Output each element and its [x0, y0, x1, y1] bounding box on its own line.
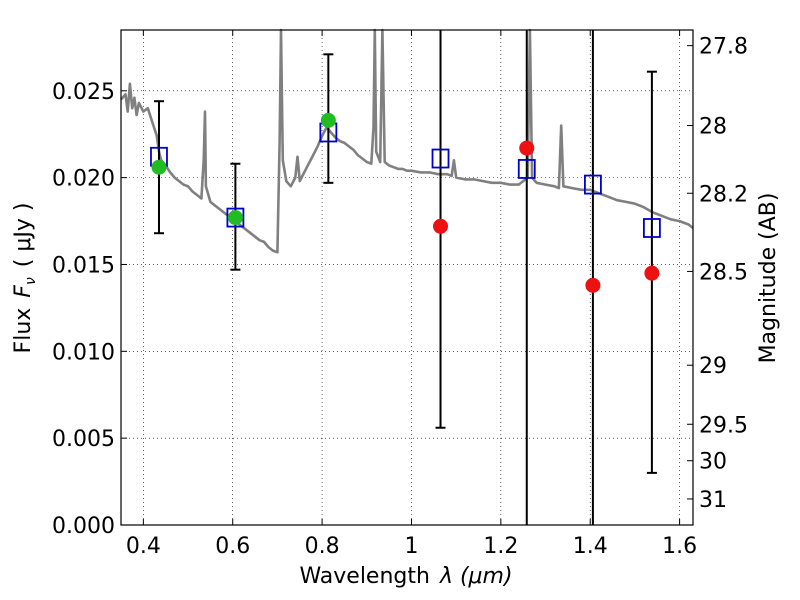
- spectrum-layer: [120, 28, 694, 254]
- detection-point: [227, 210, 243, 226]
- x-tick-label: 0.4: [126, 534, 161, 559]
- y-tick-label: 0.005: [52, 427, 115, 452]
- model-square-point: [431, 148, 450, 169]
- x-tick-label: 0.8: [305, 534, 340, 559]
- model-square-point: [226, 207, 245, 228]
- detection-point: [320, 112, 336, 128]
- y-tick-label: 0.015: [52, 253, 115, 278]
- y2-tick-label: 31: [699, 488, 727, 513]
- y-axis-title-symbol: F: [11, 285, 36, 298]
- grid-lines: [121, 30, 693, 526]
- y-tick-label: 0.025: [52, 80, 115, 105]
- plot-frame: [120, 29, 694, 526]
- y2-tick-label: 30: [699, 450, 727, 475]
- x-tick-label: 1.6: [662, 534, 697, 559]
- y2-axis-title: Magnitude (AB): [756, 193, 781, 364]
- non-detection-point: [519, 140, 535, 156]
- y-tick-label: 0.010: [52, 340, 115, 365]
- non-detection-point: [644, 265, 660, 281]
- y2-tick-label: 29: [699, 354, 727, 379]
- y-axis-title-unit: ( μJy ): [11, 203, 36, 268]
- error-bars: [153, 30, 657, 525]
- spectrum-line: [120, 28, 694, 254]
- y-axis-title: Flux Fν ( μJy ): [11, 203, 39, 354]
- y-tick-label: 0.000: [52, 514, 115, 539]
- x-axis-title: Wavelength λ (μm): [299, 564, 512, 589]
- x-tick-label: 1.2: [483, 534, 518, 559]
- x-axis-title-main: Wavelength: [299, 564, 430, 589]
- model-square-point: [584, 174, 602, 195]
- y2-tick-label: 29.5: [699, 413, 748, 438]
- detection-point: [151, 159, 167, 175]
- model-square-point: [642, 218, 661, 238]
- non-detection-point: [433, 218, 449, 234]
- y2-tick-label: 28: [699, 115, 727, 140]
- y2-tick-label: 27.8: [699, 35, 748, 60]
- y2-tick-label: 28.5: [699, 260, 748, 285]
- y-axis-title-subscript: ν: [23, 277, 39, 285]
- data-markers: [150, 112, 661, 293]
- y-tick-label: 0.020: [52, 167, 115, 192]
- x-tick-label: 1: [404, 534, 418, 559]
- x-tick-label: 1.4: [573, 534, 608, 559]
- y-axis-title-main: Flux: [11, 308, 36, 354]
- non-detection-point: [585, 277, 601, 293]
- x-tick-label: 0.6: [215, 534, 250, 559]
- x-axis-title-symbol: λ (μm): [439, 564, 513, 589]
- axis-ticks: 0.4 0.6 0.8 1 1.2 1.4 1.6 0.000 0.005 0.010 0.015 0…: [52, 30, 748, 559]
- y2-tick-label: 28.2: [699, 182, 748, 207]
- model-square-point: [517, 159, 536, 179]
